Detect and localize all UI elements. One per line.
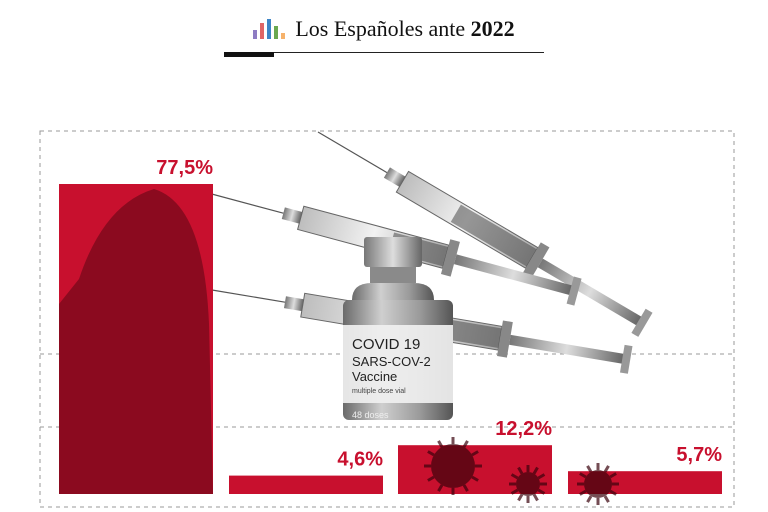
- plot-frame: [39, 130, 735, 508]
- logo-bar: [274, 26, 279, 39]
- vaccine-vial-icon: COVID 19 SARS-COV-2 Vaccine multiple dos…: [343, 237, 453, 420]
- title-underline: [224, 52, 544, 53]
- value-label-2: 4,6%: [337, 449, 383, 471]
- vial-label-line2: SARS-COV-2: [352, 354, 431, 369]
- title-year: 2022: [470, 16, 515, 41]
- title-prefix: Los Españoles ante: [295, 16, 466, 41]
- virus-icon: [577, 463, 619, 505]
- logo-bar: [281, 33, 286, 39]
- title-underline-accent: [224, 52, 274, 57]
- bar-chart-logo-icon: [253, 19, 286, 39]
- vial-label-line1: COVID 19: [352, 336, 420, 353]
- logo-bar: [260, 23, 265, 39]
- value-label-4: 5,7%: [676, 444, 722, 466]
- virus-icon: [424, 437, 482, 495]
- logo-bar: [253, 30, 258, 39]
- logo-bar: [267, 19, 272, 39]
- virus-icon: [509, 465, 547, 503]
- value-label-1: 77,5%: [156, 157, 213, 179]
- bar-2: [229, 475, 383, 494]
- vial-label-line5: 48 doses: [352, 410, 389, 420]
- person-silhouette-icon: [59, 189, 213, 494]
- bar-decorations: [59, 189, 619, 505]
- page-title: Los Españoles ante 2022: [295, 16, 514, 42]
- vial-label-line3: Vaccine: [352, 369, 397, 384]
- vial-label-line4: multiple dose vial: [352, 388, 406, 395]
- value-label-3: 12,2%: [495, 418, 552, 440]
- value-labels: 77,5% 4,6% 12,2% 5,7%: [156, 157, 722, 471]
- header: Los Españoles ante 2022: [0, 14, 768, 44]
